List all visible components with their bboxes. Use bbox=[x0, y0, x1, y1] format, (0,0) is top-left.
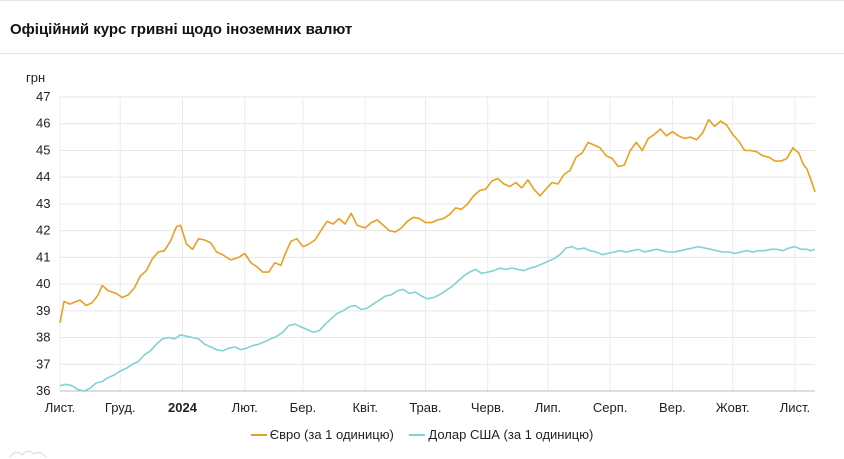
y-tick-label: 37 bbox=[36, 356, 50, 371]
y-tick-label: 45 bbox=[36, 142, 50, 157]
y-tick-label: 44 bbox=[36, 169, 50, 184]
logo-icon bbox=[9, 450, 47, 458]
top-border bbox=[0, 0, 844, 5]
series-line-euro bbox=[59, 118, 816, 323]
x-tick-label: Трав. bbox=[409, 400, 441, 415]
x-tick-label: Лист. bbox=[780, 400, 810, 415]
chart-header: Офіційний курс гривні щодо іноземних вал… bbox=[0, 5, 844, 54]
legend-item-usd[interactable]: Долар США (за 1 одиницю) bbox=[409, 427, 593, 442]
x-tick-label: Квіт. bbox=[352, 400, 378, 415]
series-line-usd bbox=[59, 245, 816, 392]
legend-label-usd: Долар США (за 1 одиницю) bbox=[428, 427, 594, 442]
y-tick-label: 38 bbox=[36, 330, 50, 345]
x-tick-label: Лют. bbox=[232, 400, 258, 415]
y-tick-label: 41 bbox=[36, 249, 50, 264]
x-tick-label: Серп. bbox=[593, 400, 628, 415]
x-tick-label: Лист. bbox=[45, 400, 75, 415]
y-tick-label: 42 bbox=[36, 223, 50, 238]
line-chart: 36 37 38 39 40 41 42 43 44 45 46 47 Лист. Груд. 2024 Лю… bbox=[26, 70, 816, 415]
y-tick-label: 40 bbox=[36, 276, 50, 291]
chart-title: Офіційний курс гривні щодо іноземних вал… bbox=[10, 21, 353, 38]
y-tick-label: 47 bbox=[36, 89, 50, 104]
x-tick-label: Вер. bbox=[659, 400, 686, 415]
y-tick-label: 46 bbox=[36, 116, 50, 131]
x-tick-label: 2024 bbox=[168, 400, 198, 415]
x-tick-label: Груд. bbox=[105, 400, 136, 415]
legend-label-euro: Євро (за 1 одиницю) bbox=[269, 427, 394, 442]
legend-swatch-usd bbox=[409, 433, 426, 436]
x-tick-label: Черв. bbox=[471, 400, 505, 415]
x-tick-label: Бер. bbox=[290, 400, 317, 415]
chart-grid bbox=[59, 96, 815, 392]
legend-swatch-euro bbox=[250, 433, 267, 436]
axis-labels: 36 37 38 39 40 41 42 43 44 45 46 47 Лист. Груд. 2024 Лю… bbox=[26, 70, 810, 415]
y-tick-label: 43 bbox=[36, 196, 50, 211]
x-tick-label: Жовт. bbox=[716, 400, 750, 415]
chart-series bbox=[59, 118, 816, 392]
y-tick-label: 39 bbox=[36, 303, 50, 318]
x-tick-label: Лип. bbox=[535, 400, 561, 415]
y-tick-label: 36 bbox=[36, 383, 50, 398]
y-axis-label: грн bbox=[26, 70, 45, 85]
legend-item-euro[interactable]: Євро (за 1 одиницю) bbox=[250, 427, 394, 442]
chart-legend: Євро (за 1 одиницю) Долар США (за 1 один… bbox=[0, 427, 844, 442]
